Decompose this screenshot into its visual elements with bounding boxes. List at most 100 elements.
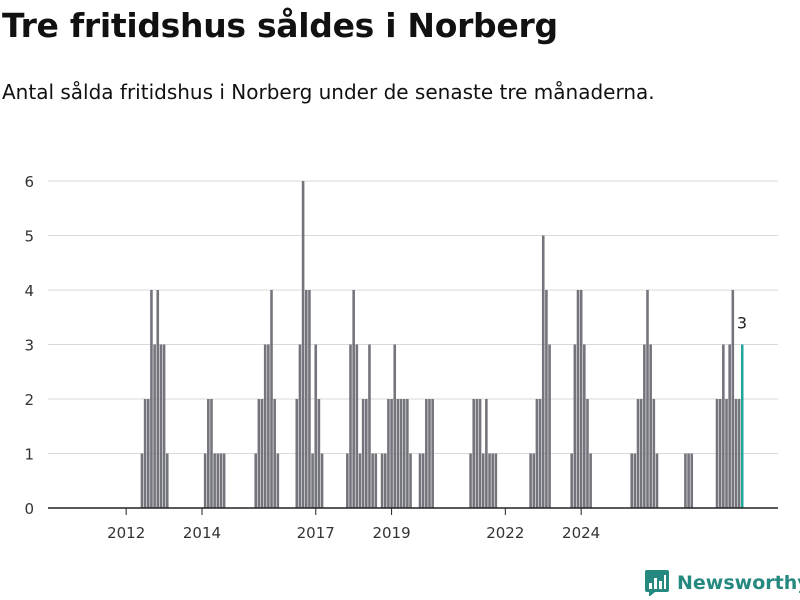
bar [317,399,321,508]
bar [494,453,498,508]
bar [425,399,428,508]
bar [734,399,738,508]
bar [270,290,273,508]
bar [633,453,637,508]
bar [652,399,656,508]
bar [320,453,324,508]
bar [687,453,690,508]
bar [636,399,640,508]
bar [216,453,220,508]
bar [485,399,488,508]
bar [380,453,384,508]
bar [387,399,390,508]
bar [532,453,536,508]
bar [718,399,722,508]
bar [254,453,258,508]
chart-title: Tre fritidshus såldes i Norberg [2,6,558,45]
bar [349,344,352,508]
bar [156,290,160,508]
bar [213,453,216,508]
bar [207,399,210,508]
bar [396,399,400,508]
y-tick-label: 2 [24,391,34,409]
data-label-latest: 3 [737,314,747,333]
bar [162,344,166,508]
bar [267,344,270,508]
bar [548,344,551,508]
bar [146,399,150,508]
x-tick-label: 2022 [486,524,524,542]
y-tick-label: 6 [24,173,34,191]
bar [529,453,532,508]
bar [219,453,223,508]
bar [402,399,406,508]
bar [263,344,267,508]
bar [295,399,299,508]
bar [573,344,577,508]
x-tick-label: 2019 [372,524,410,542]
newsworthy-chart-logo-icon [645,570,669,596]
chart-subtitle: Antal sålda fritidshus i Norberg under d… [2,80,655,104]
bar [260,399,264,508]
bar [390,399,393,508]
y-tick-label: 0 [24,500,34,518]
bar [355,344,359,508]
bar [576,290,580,508]
bar [475,399,479,508]
bar [728,344,731,508]
bar [649,344,652,508]
bar [153,344,156,508]
bar [276,453,280,508]
bar [409,453,412,508]
bar [725,399,728,508]
bar [393,344,397,508]
bar [431,399,434,508]
bar [421,453,425,508]
bar [257,399,261,508]
y-tick-label: 4 [24,282,34,300]
bar [361,399,365,508]
bar [488,453,491,508]
bar [368,344,371,508]
bar [371,453,374,508]
bar [646,290,649,508]
bar [358,453,362,508]
bar [639,399,643,508]
bar [630,453,634,508]
bar [399,399,403,508]
x-tick-label: 2014 [183,524,221,542]
bar [541,235,545,508]
x-tick-label: 2012 [107,524,145,542]
bar-latest [741,344,744,508]
bar [579,290,583,508]
bar [298,344,302,508]
brand-name: Newsworthy [677,572,800,594]
bar [304,290,308,508]
bar [491,453,494,508]
x-tick-label: 2017 [297,524,335,542]
bar [469,453,472,508]
newsworthy-logo[interactable]: Newsworthy [645,570,800,596]
bar [383,453,387,508]
bar [570,453,573,508]
y-tick-label: 1 [24,446,34,464]
bar [314,344,318,508]
bar [143,399,147,508]
bar [583,344,586,508]
bar-chart: 0 1 2 3 4 5 6 3 2012 2014 2017 2019 2022 2024 [24,173,778,542]
bar [684,453,687,508]
bar [365,399,368,508]
bar [374,453,378,508]
y-tick-label: 5 [24,228,34,246]
bar [428,399,431,508]
bar [273,399,276,508]
bar [722,344,725,508]
bar [643,344,646,508]
bar [301,181,305,508]
bar [311,453,314,508]
bar [731,290,735,508]
bar [150,290,153,508]
bar [222,453,226,508]
bar [406,399,409,508]
y-tick-label: 3 [24,337,34,355]
